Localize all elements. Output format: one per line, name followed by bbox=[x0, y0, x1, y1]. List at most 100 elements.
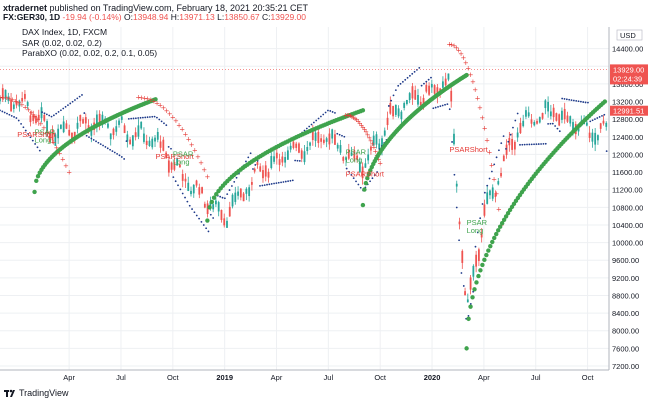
price-tick-label: 13600.00 bbox=[612, 80, 643, 89]
trend-short-mark: + bbox=[343, 111, 349, 119]
candle-body bbox=[29, 115, 32, 123]
trend-short-mark: + bbox=[475, 94, 481, 102]
trend-long-dot bbox=[497, 224, 503, 229]
sar-dot bbox=[3, 111, 6, 114]
candle-body bbox=[461, 250, 464, 263]
author-name[interactable]: xtradernet bbox=[3, 3, 48, 13]
sar-dot bbox=[434, 106, 437, 109]
sar-dot bbox=[350, 174, 353, 176]
candle-body bbox=[51, 129, 54, 141]
candle-body bbox=[322, 139, 325, 143]
sar-dot bbox=[441, 104, 444, 107]
sar-dot bbox=[430, 76, 432, 79]
sar-dot bbox=[458, 239, 460, 242]
candle-body bbox=[538, 117, 541, 123]
candle-body bbox=[494, 194, 497, 197]
annotations-layer: PSARLongPSARShortPSARShortPSARLongPSARLo… bbox=[17, 128, 488, 235]
trend-long-dot bbox=[362, 187, 367, 192]
sar-dot bbox=[579, 100, 582, 103]
sar-dot bbox=[359, 186, 362, 189]
sar-dot bbox=[102, 144, 104, 147]
trend-short-mark: + bbox=[449, 41, 455, 49]
trend-short-mark: + bbox=[368, 137, 374, 145]
trend-short-mark: + bbox=[179, 126, 185, 134]
legend-parabxo[interactable]: ParabXO (0.02, 0.02, 0.2, 0.1, 0.05) bbox=[22, 48, 158, 58]
sar-dot bbox=[554, 125, 557, 127]
candle-body bbox=[0, 97, 1, 102]
candle-body bbox=[469, 277, 472, 290]
sar-dot bbox=[76, 97, 79, 100]
sar-dot bbox=[469, 302, 472, 305]
legend-sar[interactable]: SAR (0.02, 0.02, 0.2) bbox=[22, 37, 102, 48]
candle-body bbox=[508, 137, 511, 146]
sar-dot bbox=[144, 116, 147, 119]
candle-body bbox=[411, 86, 414, 99]
sar-dot bbox=[479, 217, 482, 220]
candle-body bbox=[248, 187, 251, 197]
sar-dot bbox=[118, 154, 121, 157]
candle-body bbox=[206, 203, 209, 215]
sar-dot bbox=[516, 112, 519, 115]
candle-body bbox=[536, 120, 538, 124]
brand-name: TradingView bbox=[19, 388, 69, 398]
psar-long-sub-label: Long bbox=[35, 136, 52, 145]
sar-dot bbox=[38, 149, 41, 152]
sar-dot bbox=[151, 115, 154, 118]
trend-short-mark: + bbox=[41, 124, 47, 132]
sar-dot bbox=[490, 170, 493, 173]
sar-dot bbox=[34, 143, 37, 145]
trend-long-dot bbox=[478, 268, 483, 273]
candle-body bbox=[10, 99, 12, 112]
sar-dot bbox=[259, 184, 261, 187]
sar-dot bbox=[172, 176, 175, 179]
sar-dot bbox=[219, 195, 222, 198]
sar-dot bbox=[95, 140, 97, 143]
time-tick-label: Oct bbox=[582, 373, 595, 382]
trend-short-mark: + bbox=[47, 133, 53, 141]
sar-dot bbox=[106, 147, 109, 150]
trend-short-mark: + bbox=[472, 86, 478, 94]
sar-dot bbox=[390, 99, 393, 102]
trend-short-mark: + bbox=[198, 159, 204, 167]
sar-dot bbox=[177, 184, 179, 187]
sar-dot bbox=[331, 111, 334, 113]
sar-dot bbox=[170, 147, 172, 150]
candle-body bbox=[223, 218, 226, 226]
trend-short-mark: + bbox=[479, 114, 485, 122]
sar-dot bbox=[315, 119, 318, 122]
sar-dot bbox=[451, 141, 453, 143]
trend-short-mark: + bbox=[145, 95, 151, 103]
candle-body bbox=[242, 193, 245, 202]
sar-dot bbox=[427, 78, 430, 81]
low-value: 13850.67 bbox=[224, 12, 260, 22]
trend-long-dot bbox=[363, 180, 369, 186]
quote-line: FX:GER30, 1D -19.94 (-0.14%) O:13948.94 … bbox=[3, 12, 306, 22]
trend-long-dot bbox=[496, 228, 501, 233]
candle-body bbox=[62, 121, 65, 133]
candle-body bbox=[137, 125, 140, 137]
symbol-label[interactable]: FX:GER30, 1D bbox=[3, 12, 61, 22]
time-tick-label: Jul bbox=[116, 373, 126, 382]
legend-symbol[interactable]: DAX Index, 1D, FXCM bbox=[22, 27, 108, 37]
sar-dot bbox=[263, 184, 266, 187]
sar-dot bbox=[406, 76, 409, 79]
sar-dot bbox=[60, 109, 62, 112]
candle-body bbox=[339, 145, 342, 153]
candle-body bbox=[220, 209, 223, 220]
sar-dot bbox=[387, 105, 390, 107]
candles-layer bbox=[0, 72, 608, 303]
sar-dot bbox=[55, 112, 58, 115]
candle-body bbox=[245, 188, 248, 194]
trend-short-mark: + bbox=[377, 160, 383, 168]
sar-dot bbox=[31, 139, 34, 142]
trend-short-mark: + bbox=[482, 125, 488, 133]
candle-body bbox=[331, 129, 334, 139]
candle-body bbox=[419, 102, 422, 106]
footer-brand[interactable]: TradingView bbox=[4, 388, 69, 398]
sar-dot bbox=[1, 110, 4, 113]
candle-body bbox=[378, 143, 381, 149]
sar-dot bbox=[507, 140, 510, 143]
price-tick-label: 8800.00 bbox=[612, 291, 639, 300]
candle-body bbox=[464, 291, 466, 296]
